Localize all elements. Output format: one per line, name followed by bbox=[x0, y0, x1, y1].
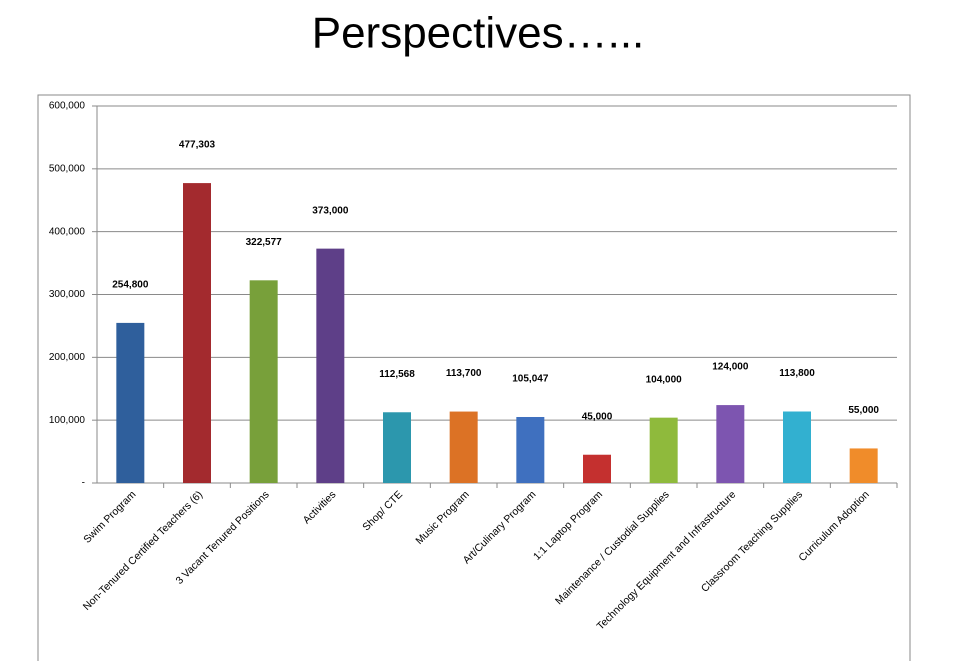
chart-frame bbox=[37, 94, 911, 661]
x-tick-label: Swim Program bbox=[81, 488, 138, 545]
chart-title: Perspectives…... bbox=[312, 9, 645, 58]
value-label: 55,000 bbox=[848, 405, 879, 416]
x-tick-label: Curriculum Adoption bbox=[796, 488, 871, 563]
bar bbox=[716, 405, 745, 483]
bar bbox=[449, 411, 478, 483]
y-tick-label: 400,000 bbox=[49, 226, 86, 237]
bar bbox=[249, 280, 278, 483]
x-tick-label: Non-Tenured Certified Teachers (6) bbox=[81, 489, 205, 613]
value-label: 112,568 bbox=[379, 369, 415, 380]
bar bbox=[849, 448, 878, 483]
value-label: 113,800 bbox=[779, 368, 815, 379]
value-label: 124,000 bbox=[712, 362, 749, 373]
value-label: 373,000 bbox=[312, 205, 349, 216]
x-tick-label: Technology Equipment and Infrastructure bbox=[595, 488, 739, 632]
y-tick-label: - bbox=[82, 478, 85, 489]
y-tick-label: 200,000 bbox=[49, 352, 86, 363]
x-tick-label: Maintenance / Custodial Supplies bbox=[553, 489, 672, 608]
y-tick-label: 100,000 bbox=[49, 415, 86, 426]
value-label: 322,577 bbox=[246, 237, 283, 248]
value-label: 104,000 bbox=[646, 374, 683, 385]
value-label: 45,000 bbox=[582, 411, 613, 422]
bar bbox=[316, 248, 345, 483]
value-label: 477,303 bbox=[179, 140, 216, 151]
x-tick-label: Activities bbox=[301, 489, 339, 527]
value-label: 254,800 bbox=[112, 280, 149, 291]
value-label: 113,700 bbox=[446, 368, 482, 379]
bar bbox=[383, 412, 411, 483]
bar bbox=[649, 417, 678, 483]
bar bbox=[116, 322, 145, 483]
y-tick-label: 300,000 bbox=[49, 289, 86, 300]
x-tick-label: Music Program bbox=[413, 488, 472, 547]
bar bbox=[583, 454, 611, 483]
x-tick-label: Art/Culinary Program bbox=[461, 488, 539, 566]
value-label: 105,047 bbox=[512, 374, 549, 385]
y-tick-label: 500,000 bbox=[49, 163, 86, 174]
bar bbox=[783, 411, 811, 483]
x-tick-label: Shop/ CTE bbox=[360, 489, 405, 534]
y-tick-label: 600,000 bbox=[49, 101, 86, 112]
x-tick-label: 1:1 Laptop Program bbox=[531, 488, 605, 562]
bar bbox=[183, 183, 211, 484]
bar bbox=[516, 416, 545, 483]
